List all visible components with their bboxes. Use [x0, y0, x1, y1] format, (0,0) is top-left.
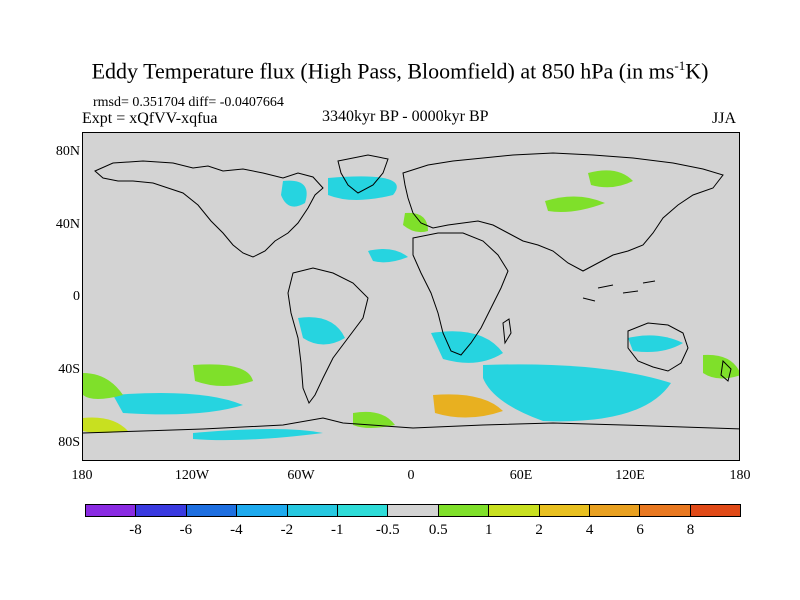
- anomaly-west-pacific: [545, 196, 605, 212]
- colorbar-label-8: 2: [535, 522, 543, 538]
- colorbar-swatch-4: [287, 505, 338, 516]
- colorbar-label-6: 0.5: [428, 522, 448, 538]
- lat-label-40s: 40S: [58, 362, 80, 377]
- season-label: JJA: [712, 110, 737, 127]
- colorbar-swatch-3: [237, 505, 288, 516]
- colorbar-label-11: 8: [686, 522, 695, 538]
- colorbar: [85, 504, 741, 517]
- colorbar-swatch-9: [539, 505, 590, 516]
- colorbar-swatch-7: [438, 505, 490, 516]
- coast-south-america: [287, 267, 369, 405]
- colorbar-swatch-10: [589, 505, 641, 516]
- anomaly-southern-indian: [483, 364, 671, 422]
- experiment-label: Expt = xQfVV-xqfua: [82, 110, 218, 127]
- colorbar-swatch-11: [640, 505, 691, 516]
- anomaly-east-pacific-positive: [193, 364, 253, 386]
- anomaly-australia-north: [628, 335, 683, 352]
- lat-label-80n: 80N: [55, 144, 80, 159]
- colorbar-swatch-12: [690, 505, 741, 516]
- coast-north-america: [94, 160, 324, 258]
- anomaly-antarctic-cyan: [193, 429, 323, 441]
- lat-label-0: 0: [73, 289, 80, 304]
- colorbar-swatch-2: [186, 505, 238, 516]
- colorbar-label-3: -2: [280, 522, 294, 538]
- colorbar-label-1: -6: [179, 522, 193, 538]
- coast-antarctica: [83, 417, 739, 434]
- colorbar-label-9: 4: [585, 522, 594, 538]
- lat-label-40n: 40N: [55, 217, 80, 232]
- map-panel: [82, 132, 740, 461]
- chart-title: Eddy Temperature flux (High Pass, Bloomf…: [91, 58, 709, 84]
- lon-label-180e: 180: [729, 468, 751, 483]
- colorbar-label-2: -4: [230, 522, 243, 538]
- lat-label-80s: 80S: [58, 435, 80, 450]
- colorbar-label-10: 6: [636, 522, 644, 538]
- colorbar-swatch-6: [388, 505, 439, 516]
- lon-label-60e: 60E: [509, 468, 533, 483]
- coast-australia: [627, 322, 689, 372]
- colorbar-label-0: -8: [129, 522, 142, 538]
- anomaly-south-america-east: [298, 317, 345, 345]
- coast-africa: [412, 232, 509, 356]
- lon-label-0: 0: [407, 468, 415, 483]
- colorbar-label-5: -0.5: [375, 522, 400, 538]
- anomaly-arctic-siberia: [328, 176, 397, 200]
- colorbar-label-7: 1: [484, 522, 493, 538]
- lon-label-60w: 60W: [287, 468, 315, 483]
- lon-label-120w: 120W: [174, 468, 210, 483]
- anomaly-mediterranean: [403, 212, 428, 233]
- anomaly-east-siberia: [588, 170, 633, 188]
- anomaly-patches: [83, 170, 739, 441]
- anomaly-atlantic-subtropics: [368, 249, 408, 263]
- coast-eurasia: [402, 152, 724, 272]
- anomaly-ross-sea: [83, 417, 128, 433]
- lon-label-120e: 120E: [615, 468, 645, 483]
- coast-new-zealand: [720, 359, 732, 382]
- period-label: 3340kyr BP - 0000kyr BP: [322, 108, 489, 125]
- map-svg: [83, 133, 739, 460]
- colorbar-swatch-0: [86, 505, 137, 516]
- anomaly-subantarctic-positive: [83, 373, 123, 399]
- colorbar-swatch-8: [489, 505, 540, 516]
- stats-label: rmsd= 0.351704 diff= -0.0407664: [93, 95, 284, 110]
- lon-label-180w: 180: [71, 468, 93, 483]
- anomaly-north-atlantic: [281, 180, 307, 207]
- coast-maritime-asia: [582, 280, 656, 302]
- anomaly-southern-atlantic-warm: [433, 394, 503, 418]
- colorbar-label-4: -1: [331, 522, 344, 538]
- coast-madagascar: [502, 318, 512, 345]
- colorbar-swatch-1: [136, 505, 187, 516]
- coast-greenland: [337, 154, 389, 194]
- coastlines: [83, 152, 739, 434]
- anomaly-south-pacific: [113, 392, 243, 415]
- colorbar-swatch-5: [337, 505, 389, 516]
